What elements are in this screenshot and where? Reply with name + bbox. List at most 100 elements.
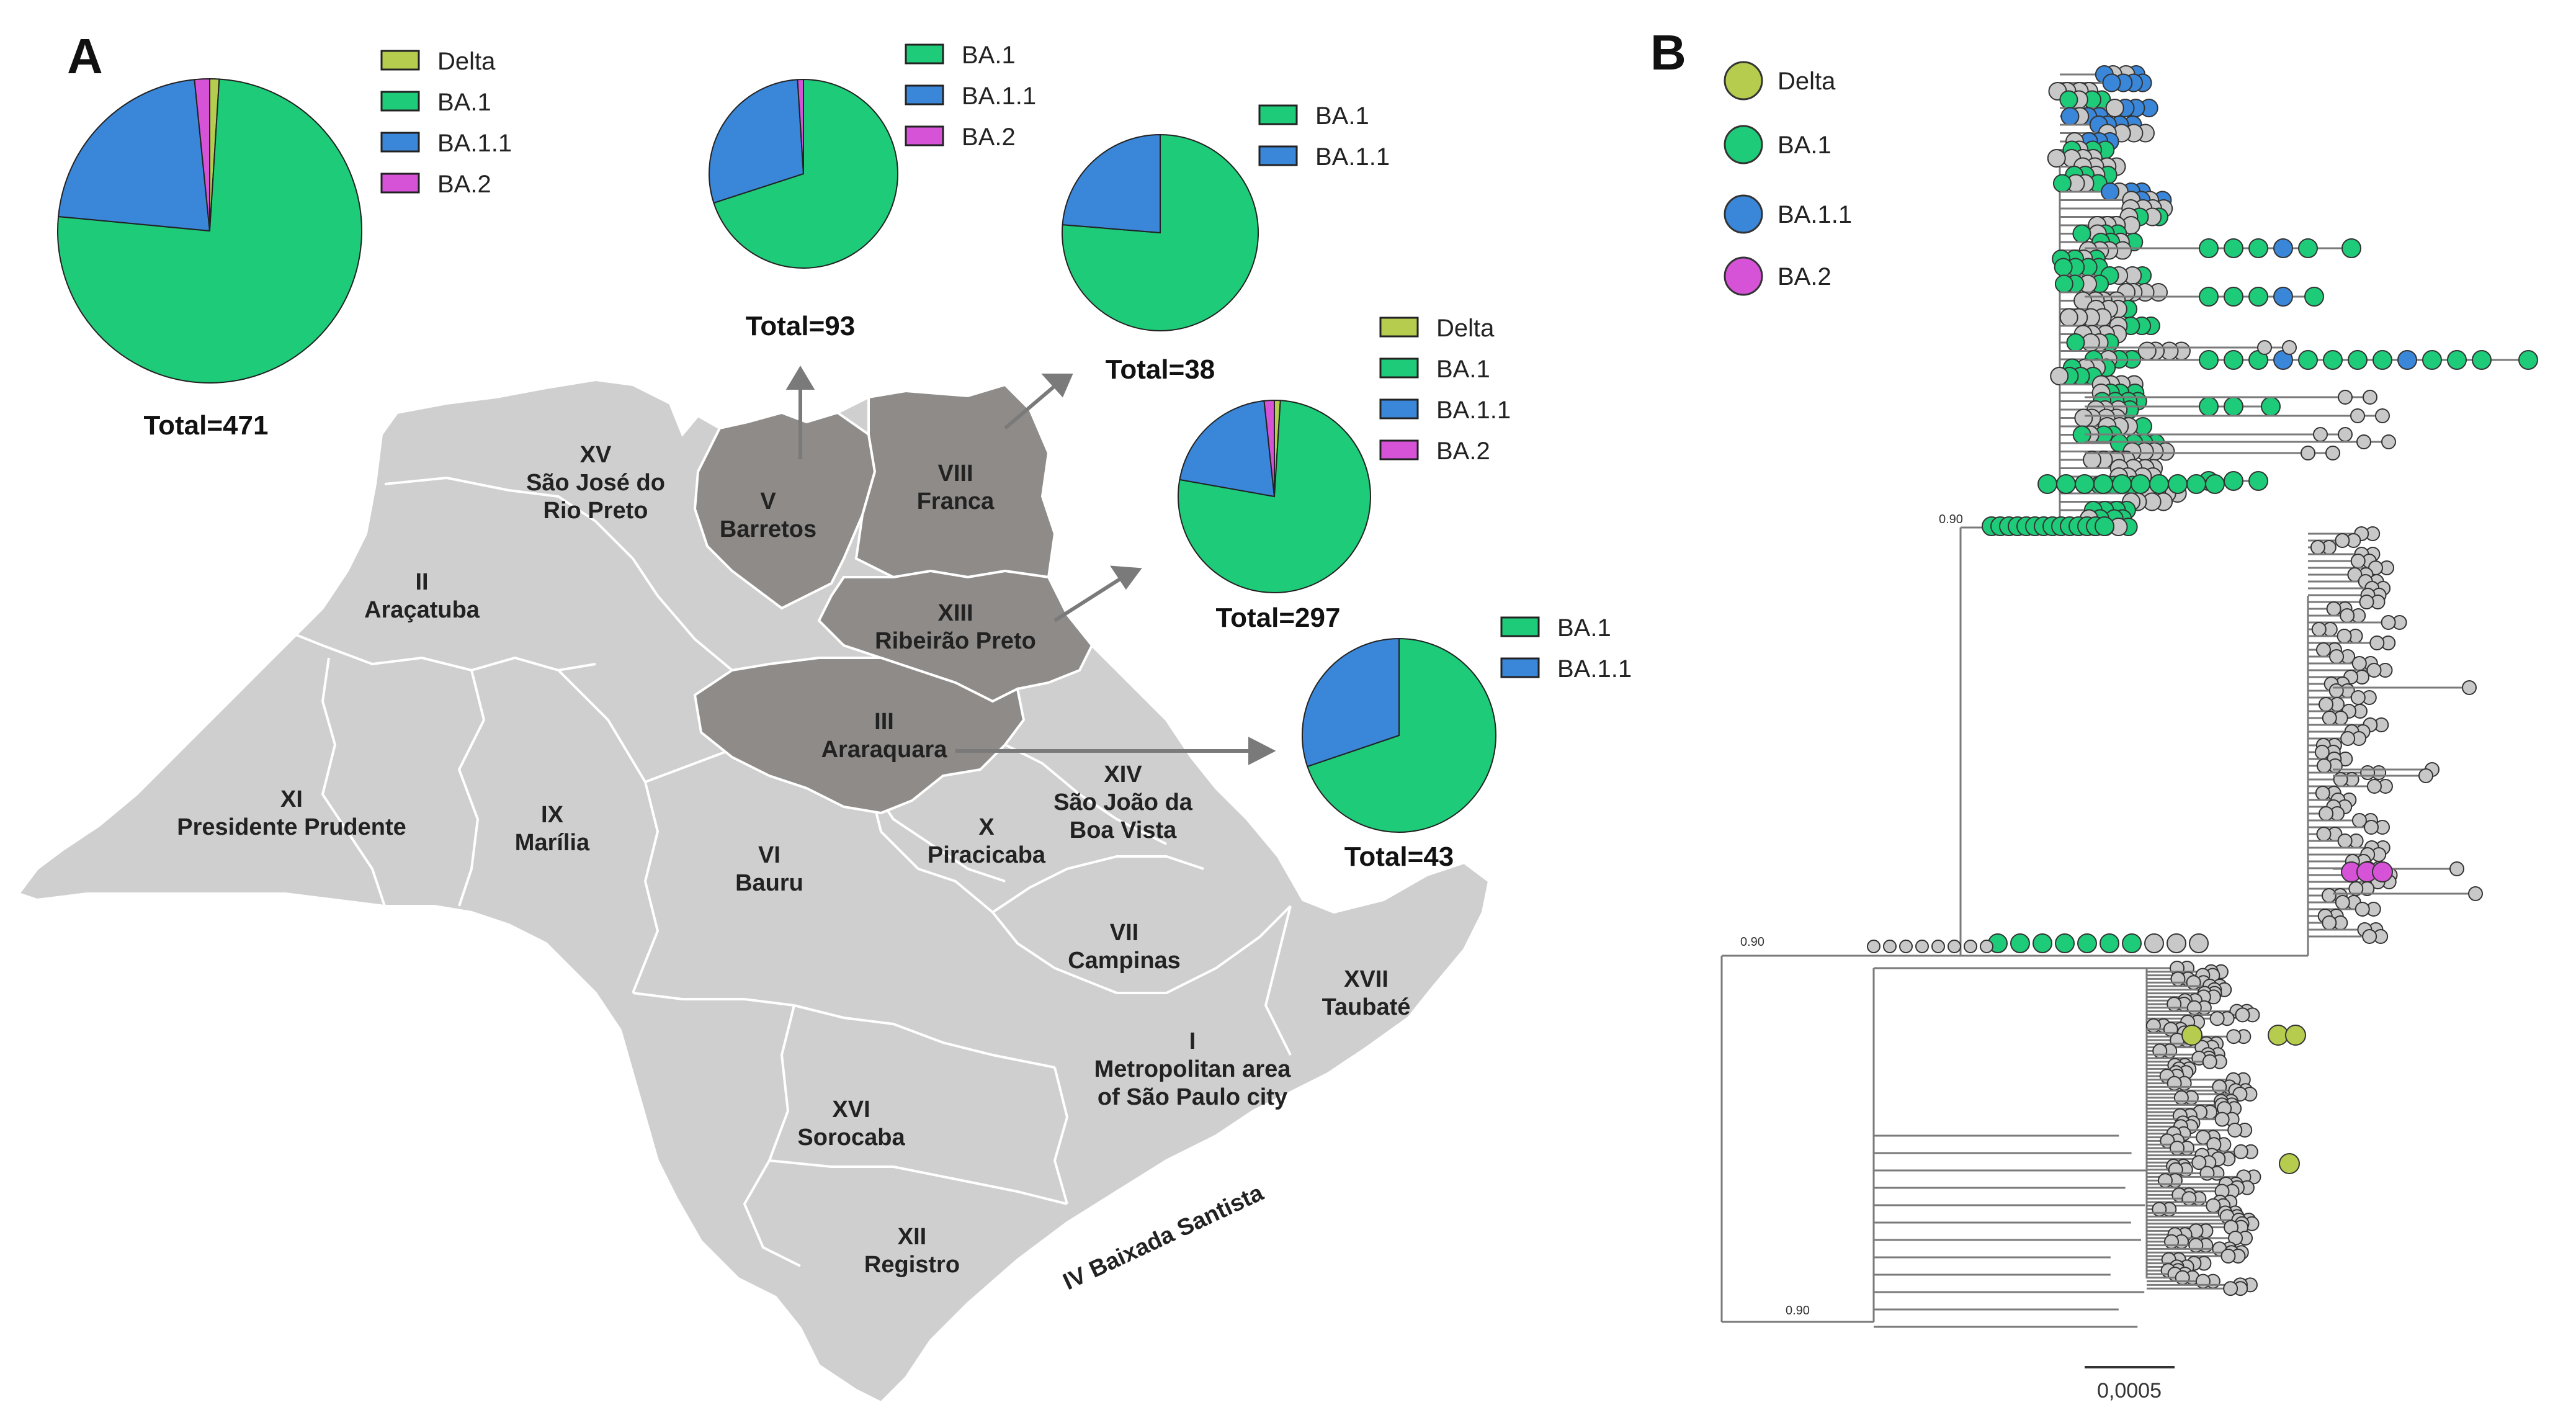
region-xii-number: XII: [898, 1224, 926, 1250]
tree-tip: [2220, 1249, 2236, 1264]
region-v-number: V: [760, 488, 776, 514]
tree-tip: [2181, 1191, 2197, 1206]
tree-tip: [2338, 427, 2353, 442]
region-xvi-number: XVI: [832, 1097, 870, 1123]
pie-2-total: Total=93: [746, 311, 855, 341]
tree-tip: [2235, 1007, 2250, 1023]
tree-tip: [2093, 474, 2113, 494]
region-ii-number: II: [415, 569, 428, 595]
region-xii-name: Registro: [864, 1252, 960, 1278]
tree-tip: [2323, 350, 2343, 370]
tree-tip: [2102, 73, 2121, 92]
tree-tip: [2170, 1141, 2185, 1156]
tree-tip: [2273, 238, 2293, 258]
region-xiv-number: XIV: [1104, 761, 1142, 788]
tree-tip: [2447, 350, 2467, 370]
tree-tip: [2363, 390, 2377, 405]
tree-tip: [2152, 1201, 2167, 1217]
tree-tip: [2351, 656, 2367, 671]
tree-tip: [1980, 940, 1993, 953]
pie-5-legend-label: BA.1: [1557, 614, 1611, 642]
tree-tip: [2055, 933, 2075, 953]
tree-tip: [2328, 683, 2344, 698]
tree-tip: [2186, 474, 2206, 494]
tree-tip: [2350, 690, 2366, 705]
tree-tip: [2195, 1273, 2211, 1289]
region-xiii-name: Ribeirão Preto: [875, 628, 1036, 654]
tree-tip: [2298, 350, 2318, 370]
tree-tip: [2145, 1018, 2161, 1033]
pie-2-slice-ba-1-1: [709, 79, 805, 204]
tree-tip: [2010, 933, 2030, 953]
scale-bar-label: 0,0005: [2097, 1379, 2162, 1403]
tree-tip: [2199, 287, 2219, 307]
tree-tip: [1931, 940, 1945, 953]
tree-tip: [2325, 446, 2340, 460]
scale-bar: 0,0005: [2085, 1366, 2175, 1403]
region-v-shape: [693, 411, 877, 610]
tree-tip: [2333, 772, 2348, 787]
tree-tip: [2310, 540, 2325, 555]
tree-tip: [2337, 629, 2352, 644]
tree-legend-swatch-delta: [1724, 61, 1763, 101]
pie-4-legend-swatch: [1379, 439, 1419, 460]
region-xv-name: São José do: [526, 470, 665, 496]
region-xi-number: XI: [280, 786, 303, 812]
tree-tip: [2186, 975, 2201, 990]
tree-tip: [2199, 1165, 2215, 1181]
tree-tip: [2167, 933, 2186, 953]
region-vi-number: VI: [758, 842, 780, 868]
tree-tip: [2472, 350, 2492, 370]
pie-3-total: Total=38: [1106, 354, 1215, 385]
region-vii-number: VII: [1110, 920, 1138, 946]
pie-4-legend-label: BA.2: [1436, 438, 1490, 465]
panel-a-label: A: [67, 29, 103, 84]
tree-tip: [2366, 663, 2382, 678]
tree-tip: [2095, 516, 2114, 536]
pie-3-legend-label: BA.1.1: [1315, 143, 1390, 171]
tree-tip: [2033, 933, 2052, 953]
tree-tip: [2359, 595, 2374, 609]
tree-tip: [2100, 933, 2119, 953]
tree-tip: [2362, 929, 2377, 944]
tree-tip: [2167, 1075, 2182, 1091]
region-iii-number: III: [874, 709, 894, 735]
tree-tip: [2164, 1234, 2180, 1249]
tree-tip: [2052, 174, 2072, 193]
tree-legend-swatch-ba-1-1: [1724, 194, 1763, 234]
tree-tip: [2350, 408, 2365, 423]
tree-tip: [1899, 940, 1913, 953]
pie-4-slice-ba-2: [1263, 399, 1275, 497]
region-iii-name: Araraquara: [821, 737, 948, 763]
tree-tip: [2337, 833, 2353, 848]
pie-4-legend-label: BA.1: [1436, 356, 1490, 383]
region-xvi-name: Sorocaba: [797, 1125, 905, 1151]
tree-tip: [2257, 340, 2272, 355]
tree-tip: [2075, 474, 2095, 494]
region-xv-name: Rio Preto: [543, 498, 648, 524]
tree-tip: [2168, 474, 2188, 494]
tree-legend-swatch-ba-1: [1724, 125, 1763, 164]
tree-tip: [2101, 182, 2120, 201]
tree-tip: [2122, 933, 2142, 953]
tree-tip: [2422, 350, 2442, 370]
tree-tip: [2341, 238, 2361, 258]
region-ix-number: IX: [541, 802, 564, 828]
arrow-ribeirao-head: [1110, 565, 1142, 590]
pie-2-slice-ba-2: [797, 78, 804, 174]
pie-2-legend-label: BA.1: [962, 42, 1016, 69]
pie-1-legend-label: BA.1: [437, 89, 491, 116]
tree-tip: [2340, 731, 2356, 746]
region-xv-number: XV: [580, 442, 612, 468]
tree-tip: [2313, 427, 2328, 442]
tree-tip: [2322, 711, 2337, 725]
tree-tip: [2301, 446, 2315, 460]
tree-tip: [2304, 287, 2324, 307]
tree-tip: [2315, 786, 2330, 801]
tree-tip: [2369, 635, 2385, 650]
tree-tip: [2381, 615, 2396, 630]
tree-tip: [2462, 680, 2477, 695]
tree-tip: [2199, 350, 2219, 370]
pie-3-legend-label: BA.1: [1315, 102, 1369, 130]
pie-2-legend-swatch: [905, 43, 944, 65]
